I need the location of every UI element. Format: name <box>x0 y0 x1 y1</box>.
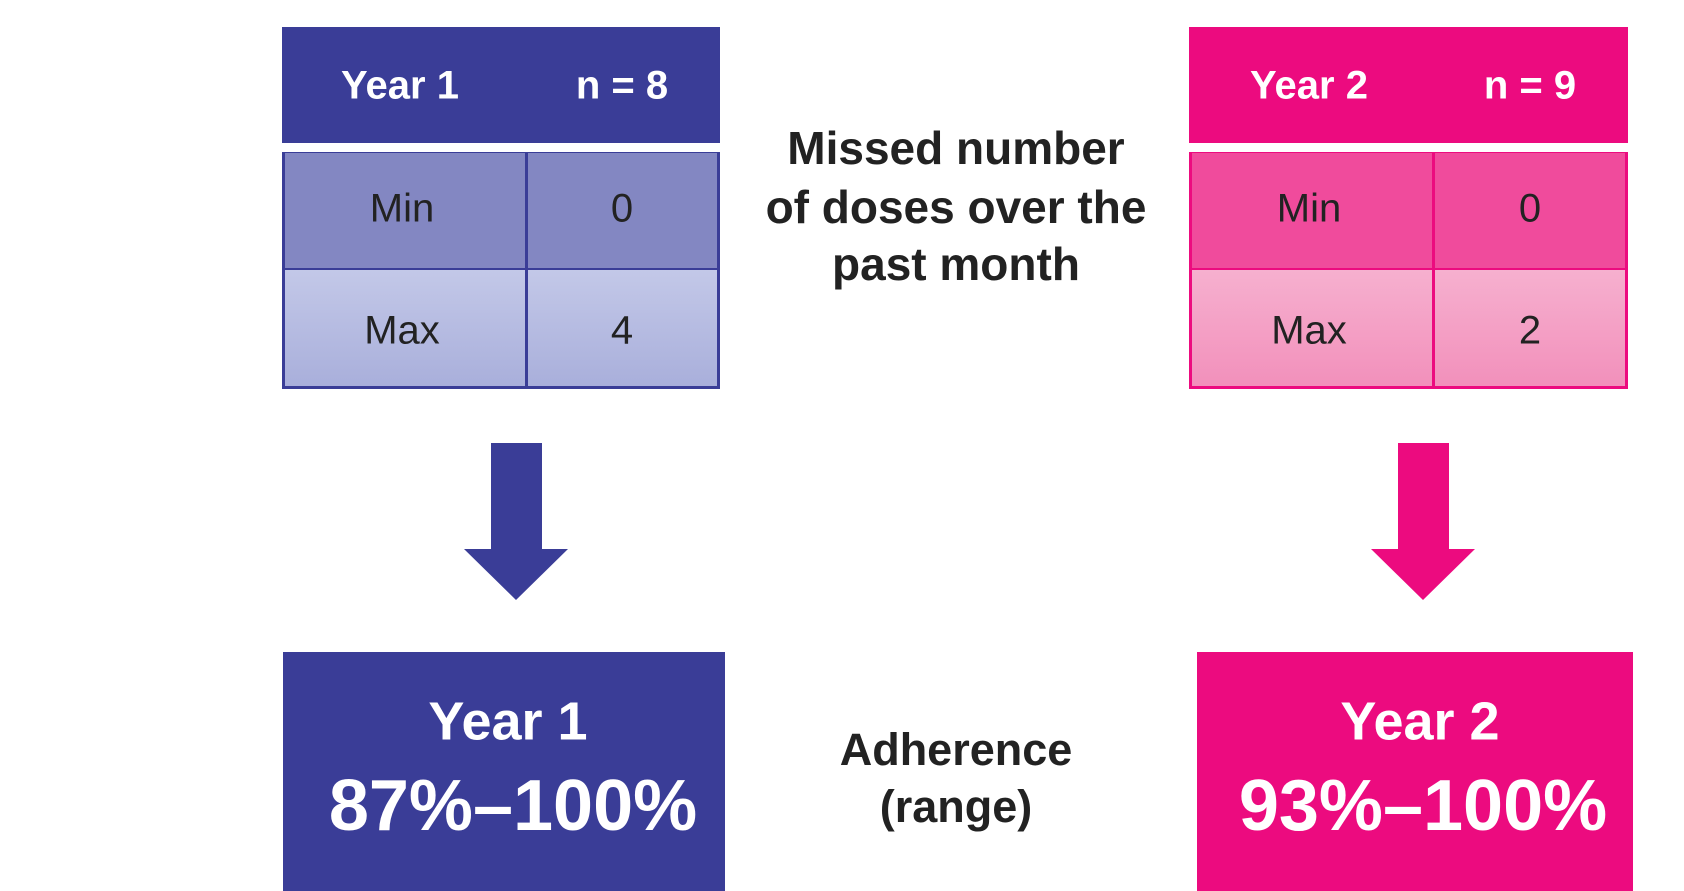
result-caption: (range) <box>880 781 1033 832</box>
result-range: 93%–100% <box>1239 766 1607 846</box>
header-label: Year 2 <box>1250 64 1368 108</box>
cell: Min <box>370 187 434 231</box>
result-range: 87%–100% <box>329 766 697 846</box>
result-caption: Adherence <box>840 724 1073 775</box>
row-min <box>285 153 717 268</box>
header-label: Year 1 <box>341 64 459 108</box>
column-divider <box>1432 153 1435 386</box>
header-n: n = 8 <box>576 64 668 108</box>
column-divider <box>525 153 528 386</box>
cell: Min <box>1277 187 1341 231</box>
arrow-down <box>1371 443 1475 600</box>
row-min <box>1192 153 1625 268</box>
result-label: Year 2 <box>1340 691 1499 751</box>
cell: Max <box>1271 309 1347 353</box>
row-max <box>1192 270 1625 386</box>
result-label: Year 1 <box>428 691 587 751</box>
cell: 4 <box>611 309 633 353</box>
header-n: n = 9 <box>1484 64 1576 108</box>
center-label: past month <box>832 238 1080 290</box>
cell: 0 <box>611 187 633 231</box>
table-year-2: Year 2 n = 9 Min 0 Max 2 <box>1189 27 1628 389</box>
cell: 0 <box>1519 187 1541 231</box>
header-separator <box>282 143 720 152</box>
table-year-1: Year 1 n = 8 Min 0 Max 4 <box>282 27 720 389</box>
arrow-down <box>464 443 568 600</box>
row-max <box>285 270 717 386</box>
cell: 2 <box>1519 309 1541 353</box>
result-box <box>283 652 725 891</box>
center-label: Missed number <box>787 122 1125 174</box>
center-label: of doses over the <box>766 181 1147 233</box>
header-separator <box>1189 143 1628 152</box>
result-box <box>1197 652 1633 891</box>
cell: Max <box>364 309 440 353</box>
